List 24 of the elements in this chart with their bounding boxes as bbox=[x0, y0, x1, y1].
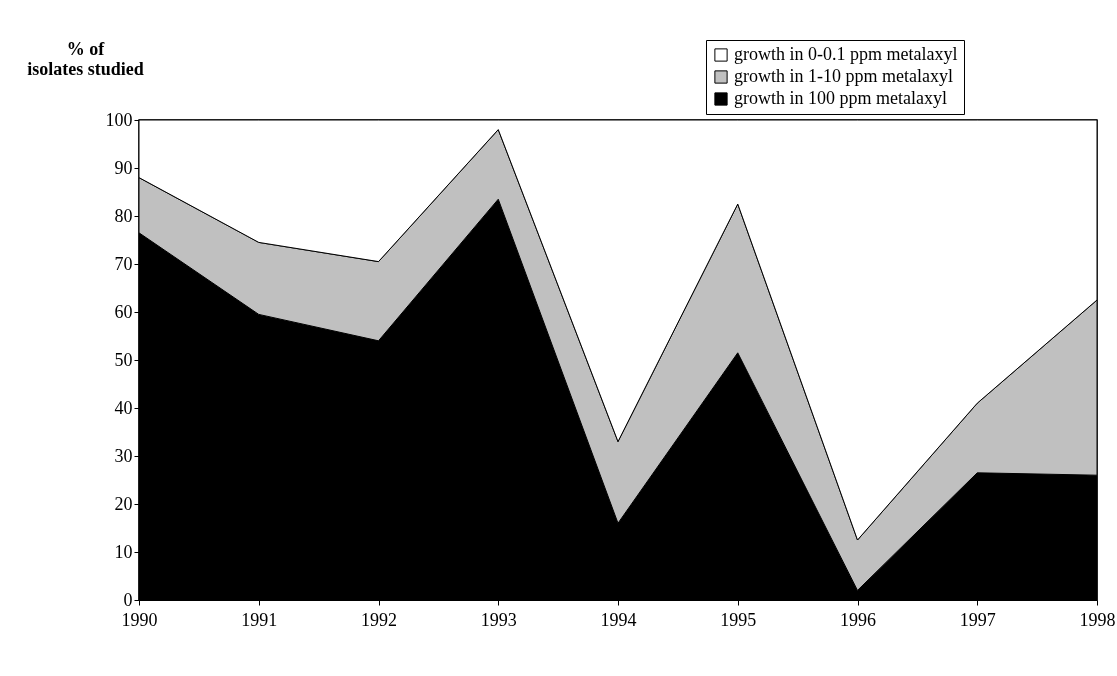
y-tick-label: 60 bbox=[114, 301, 133, 322]
y-tick-label: 70 bbox=[114, 253, 133, 274]
x-tick-label: 1998 bbox=[1079, 609, 1116, 630]
x-tick-label: 1996 bbox=[840, 609, 876, 630]
x-tick-label: 1992 bbox=[361, 609, 397, 630]
y-tick-label: 20 bbox=[114, 493, 133, 514]
x-tick-label: 1997 bbox=[959, 609, 996, 630]
x-tick-label: 1990 bbox=[121, 609, 158, 630]
y-tick-label: 0 bbox=[123, 589, 133, 610]
y-tick-label: 90 bbox=[114, 157, 133, 178]
y-tick-label: 40 bbox=[114, 397, 133, 418]
y-tick-label: 50 bbox=[114, 349, 133, 370]
x-tick-label: 1995 bbox=[720, 609, 757, 630]
x-tick-label: 1993 bbox=[480, 609, 517, 630]
y-tick-label: 30 bbox=[114, 445, 133, 466]
legend-label: growth in 0-0.1 ppm metalaxyl bbox=[734, 44, 958, 64]
y-tick-label: 10 bbox=[114, 541, 133, 562]
x-tick-label: 1991 bbox=[241, 609, 278, 630]
legend-label: growth in 1-10 ppm metalaxyl bbox=[734, 66, 953, 86]
legend-label: growth in 100 ppm metalaxyl bbox=[734, 88, 947, 108]
x-tick-label: 1994 bbox=[600, 609, 637, 630]
y-axis-title: % of isolates studied bbox=[27, 38, 144, 79]
y-tick-label: 80 bbox=[114, 205, 133, 226]
y-tick-label: 100 bbox=[105, 109, 133, 130]
